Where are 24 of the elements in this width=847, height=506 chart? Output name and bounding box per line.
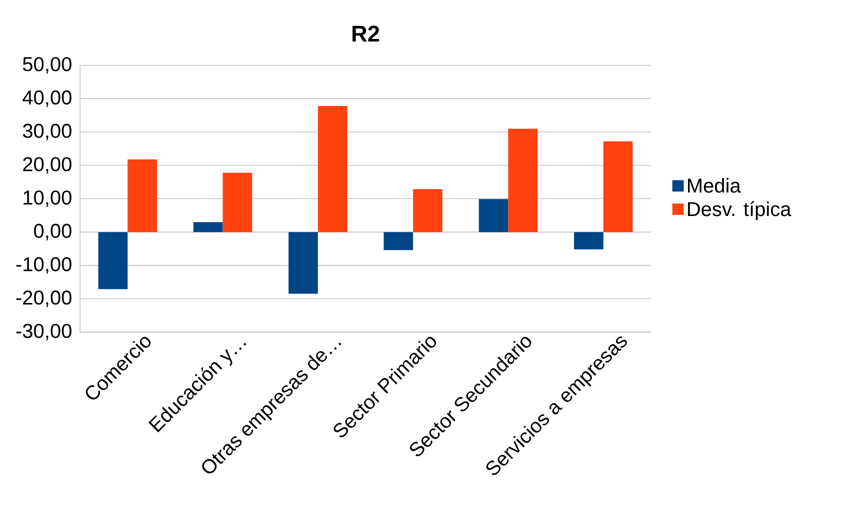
y-tick-label: -30,00 [16, 324, 72, 341]
y-tick-label: 50,00 [22, 57, 72, 74]
bar [128, 160, 157, 232]
y-tick-label: 0,00 [34, 224, 72, 241]
bar [413, 189, 442, 232]
legend-label: Desv. típica [688, 202, 792, 220]
bar [193, 222, 223, 232]
bar [288, 232, 318, 294]
bar [574, 232, 604, 250]
chart-title: R2 [352, 26, 380, 42]
bar [318, 106, 348, 232]
y-tick-label: -10,00 [16, 257, 72, 274]
bar [478, 199, 508, 232]
legend-label: Media [688, 178, 741, 193]
bar [98, 232, 128, 290]
bar [508, 128, 538, 232]
bar [222, 172, 252, 232]
y-tick-label: 30,00 [22, 124, 72, 141]
y-tick-label: -20,00 [16, 290, 72, 308]
y-tick-label: 40,00 [22, 90, 72, 108]
y-tick-label: 20,00 [23, 157, 72, 174]
y-tick-label: 10,00 [24, 190, 72, 208]
bar [603, 142, 633, 232]
bar [384, 232, 414, 250]
